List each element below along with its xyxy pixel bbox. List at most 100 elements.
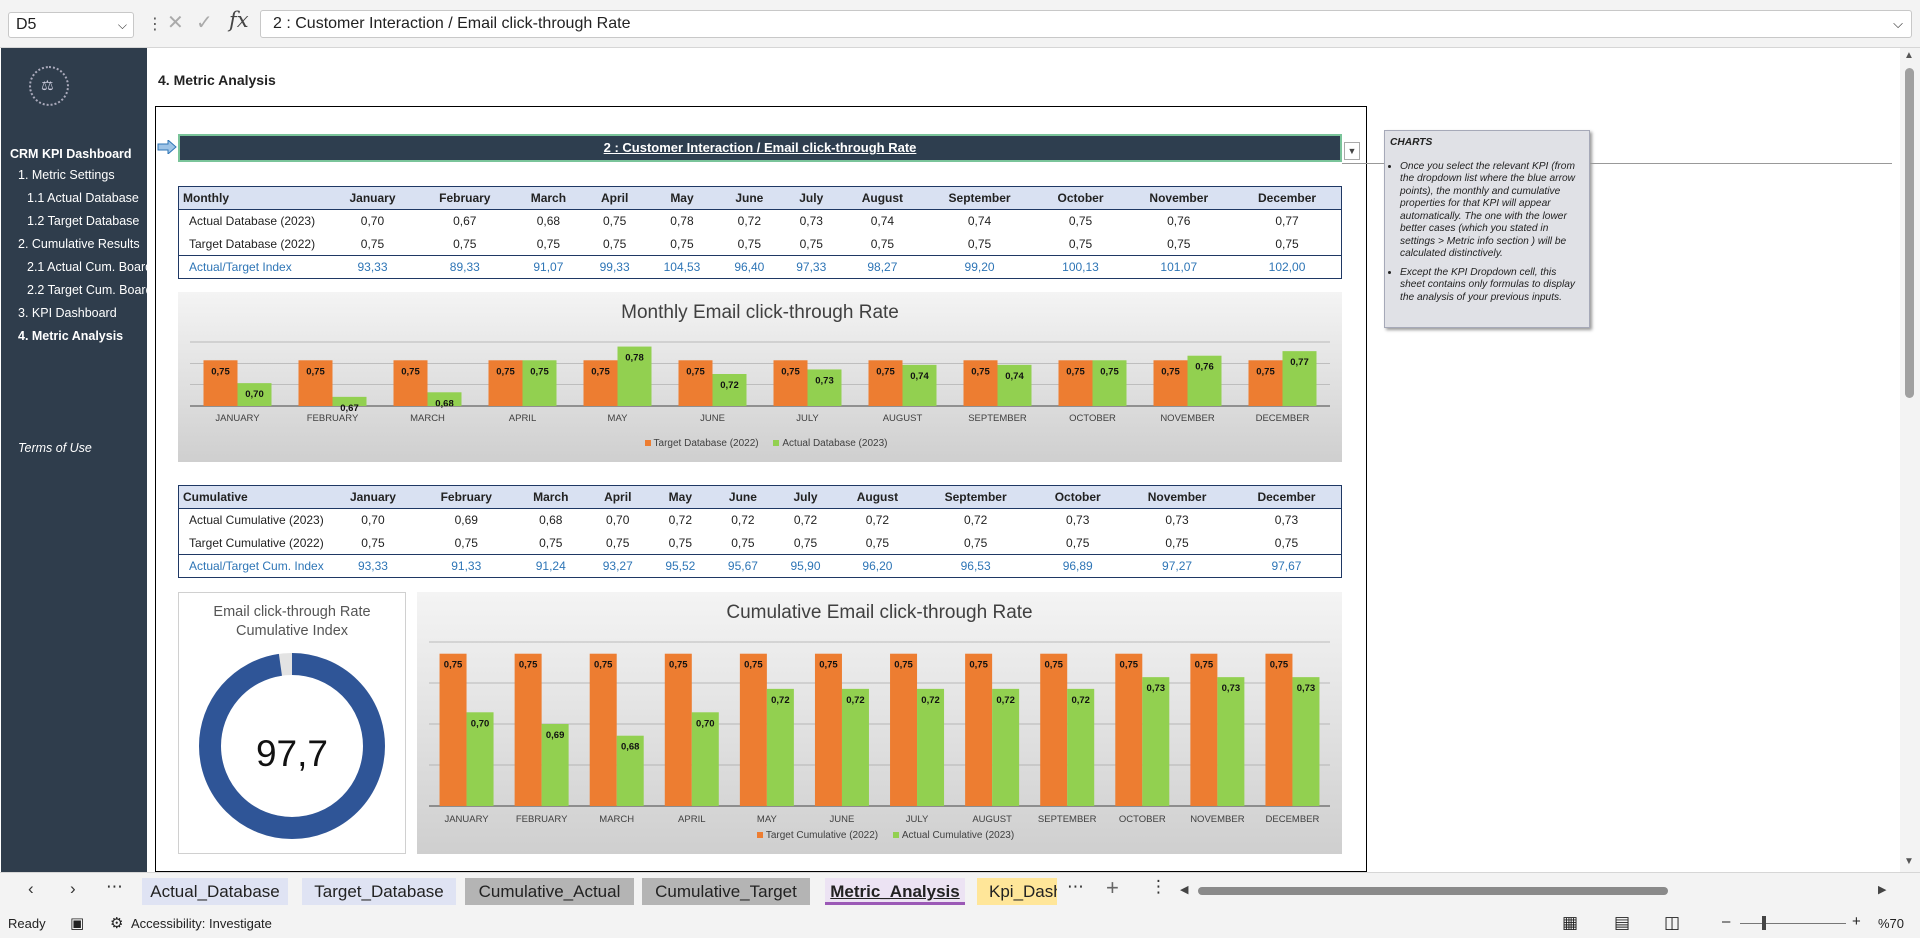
table-cell[interactable]: 0,75 [1274,535,1299,550]
table-cell[interactable]: 0,75 [536,236,561,251]
table-cell[interactable]: 0,75 [1068,214,1093,229]
target-bar[interactable] [678,360,713,406]
table-cell[interactable]: 0,68 [539,513,563,528]
table-cell[interactable]: 0,75 [799,236,823,251]
insert-function-icon[interactable]: fx [229,8,249,32]
zoom-slider-thumb[interactable] [1762,916,1766,930]
sidebar-item-target-cum-board[interactable]: 2.2 Target Cum. Board [27,283,153,297]
actual-bar[interactable] [466,712,494,806]
target-bar[interactable] [439,653,467,806]
actual-bar[interactable] [992,688,1020,806]
table-cell[interactable]: 99,33 [583,255,646,279]
zoom-in-icon[interactable]: + [1852,913,1861,930]
page-break-preview-icon[interactable]: ◫ [1664,913,1681,932]
table-cell[interactable]: 95,67 [711,554,775,578]
target-bar[interactable] [963,360,998,406]
sidebar-title[interactable]: CRM KPI Dashboard [10,147,132,161]
table-cell[interactable]: 0,75 [453,236,477,251]
table-cell[interactable]: 98,27 [842,255,923,279]
actual-bar[interactable] [807,369,842,406]
expand-formula-icon[interactable]: ⌵ [1893,16,1903,31]
actual-bar[interactable] [691,712,719,806]
actual-bar[interactable] [1217,677,1245,806]
table-cell[interactable]: 96,53 [918,554,1034,578]
table-cell[interactable]: 0,75 [668,535,692,550]
table-cell[interactable]: 91,24 [515,554,587,578]
table-cell[interactable]: 0,75 [731,535,755,550]
add-sheet-icon[interactable]: + [1106,875,1119,900]
row-label[interactable]: Target Database (2022) [189,236,316,251]
table-cell[interactable]: 0,75 [539,535,563,550]
target-bar[interactable] [1115,653,1143,806]
table-cell[interactable]: 0,75 [360,236,385,251]
table-cell[interactable]: 0,73 [799,214,823,229]
actual-bar[interactable] [902,364,937,406]
sidebar-item-metric-settings[interactable]: 1. Metric Settings [18,168,115,182]
actual-bar[interactable] [541,724,569,806]
sidebar-item-metric-analysis[interactable]: 4. Metric Analysis [18,329,124,343]
row-label[interactable]: Actual Cumulative (2023) [189,513,324,528]
normal-view-icon[interactable]: ▦ [1562,913,1579,932]
actual-bar[interactable] [332,396,367,406]
row-label[interactable]: Actual Database (2023) [189,214,316,229]
formula-input[interactable]: 2 : Customer Interaction / Email click-t… [260,10,1912,38]
sheet-tab[interactable]: Cumulative_Actual [465,878,634,905]
table-cell[interactable]: 97,67 [1231,554,1342,578]
target-bar[interactable] [868,360,903,406]
sidebar-item-actual-database[interactable]: 1.1 Actual Database [27,191,139,205]
accessibility-status[interactable]: Accessibility: Investigate [131,916,272,931]
table-cell[interactable]: 0,72 [737,214,762,229]
target-bar[interactable] [1248,360,1283,406]
name-box[interactable]: D5 ⌵ [8,12,134,38]
row-label[interactable]: Actual/Target Index [178,255,329,279]
zoom-slider[interactable] [1740,923,1846,924]
sheet-tab[interactable]: Actual_Database [142,878,288,905]
sheet-grid[interactable]: ⚖ CRM KPI Dashboard 1. Metric Settings 1… [0,48,1900,872]
actual-bar[interactable] [1292,677,1320,806]
actual-bar[interactable] [712,374,747,406]
table-cell[interactable]: 97,27 [1122,554,1232,578]
vertical-scroll-thumb[interactable] [1905,68,1914,398]
next-sheet-icon[interactable]: › [70,879,76,898]
table-cell[interactable]: 93,33 [328,255,417,279]
sidebar-item-cumulative-results[interactable]: 2. Cumulative Results [18,237,140,251]
scroll-right-icon[interactable]: ▶ [1878,884,1887,896]
table-cell[interactable]: 0,75 [361,535,385,550]
accessibility-icon[interactable]: ⚙ [110,915,124,932]
table-cell[interactable]: 0,70 [360,214,385,229]
table-cell[interactable]: 0,75 [602,236,627,251]
table-cell[interactable]: 0,70 [361,513,385,528]
table-cell[interactable]: 0,73 [1066,513,1090,528]
target-bar[interactable] [488,360,523,406]
target-bar[interactable] [203,360,238,406]
actual-bar[interactable] [766,688,794,806]
table-cell[interactable]: 0,68 [536,214,561,229]
table-cell[interactable]: 0,75 [606,535,630,550]
table-cell[interactable]: 0,75 [963,535,988,550]
more-tabs-icon[interactable]: ⋯ [1067,877,1084,896]
cumulative-chart[interactable]: Cumulative Email click-through Rate 0,75… [417,592,1342,854]
table-cell[interactable]: 0,75 [1275,236,1299,251]
table-cell[interactable]: 93,33 [328,554,418,578]
table-cell[interactable]: 0,72 [668,513,692,528]
target-bar[interactable] [393,360,428,406]
target-bar[interactable] [1153,360,1188,406]
table-cell[interactable]: 0,67 [453,214,477,229]
table-cell[interactable]: 0,75 [967,236,992,251]
target-bar[interactable] [583,360,618,406]
terms-of-use-link[interactable]: Terms of Use [18,441,92,455]
table-cell[interactable]: 99,20 [922,255,1037,279]
kpi-selector-cell[interactable]: 2 : Customer Interaction / Email click-t… [178,134,1342,162]
table-cell[interactable]: 0,69 [454,513,478,528]
table-cell[interactable]: 96,40 [718,255,781,279]
table-cell[interactable]: 0,72 [731,513,755,528]
sheet-tab[interactable]: Metric_Analysis [825,878,965,905]
table-cell[interactable]: 0,75 [865,535,890,550]
scroll-down-icon[interactable]: ▼ [1904,856,1914,867]
target-bar[interactable] [1190,653,1218,806]
table-cell[interactable]: 0,77 [1275,214,1299,229]
sheet-tab[interactable]: Target_Database [302,878,456,905]
table-cell[interactable]: 91,33 [417,554,516,578]
donut-arc[interactable] [199,653,385,839]
target-bar[interactable] [664,653,692,806]
